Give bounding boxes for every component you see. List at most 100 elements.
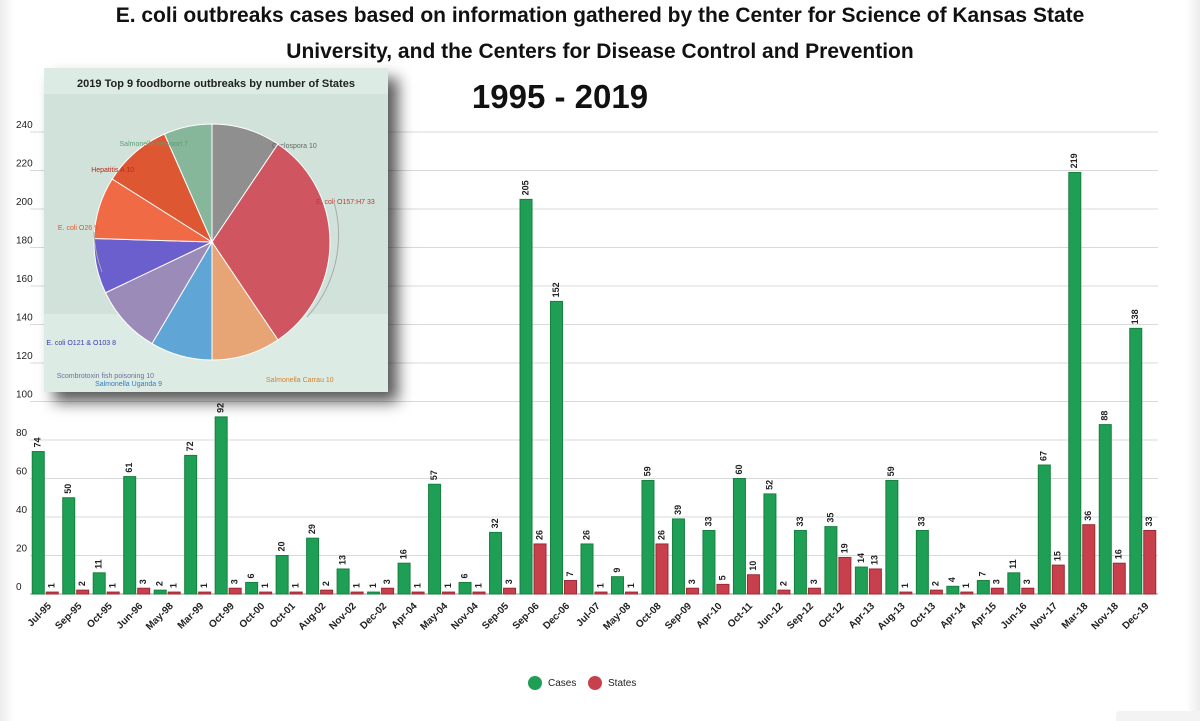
bar-states: [1112, 562, 1126, 595]
bar-cases: [153, 589, 167, 595]
y-tick-label: 220: [16, 159, 33, 170]
bar-states: [442, 591, 456, 595]
bar-states: [228, 587, 242, 595]
legend-item-states[interactable]: States: [588, 676, 636, 690]
x-tick-label: Oct-95: [85, 601, 115, 631]
data-label-states: 3: [382, 579, 392, 584]
bar-states: [1051, 564, 1065, 595]
bar-states: [594, 591, 608, 595]
x-tick-label: Oct-99: [207, 601, 237, 631]
x-tick-label: Aug-13: [876, 601, 908, 633]
bar-cases: [641, 479, 655, 595]
legend-item-cases[interactable]: Cases: [528, 676, 576, 690]
bar-cases: [1098, 424, 1112, 595]
data-label-states: 1: [900, 583, 910, 588]
y-tick-label: 160: [16, 274, 33, 285]
data-label-states: 15: [1053, 551, 1063, 561]
data-label-states: 3: [230, 579, 240, 584]
data-label-states: 1: [443, 583, 453, 588]
data-label-cases: 219: [1069, 153, 1079, 168]
bar-cases: [336, 568, 350, 595]
bar-states: [899, 591, 913, 595]
chart-title-line2: University, and the Centers for Disease …: [286, 40, 914, 63]
data-label-cases: 57: [429, 470, 439, 480]
data-label-cases: 6: [459, 573, 469, 578]
corner-tag: [1116, 711, 1200, 721]
data-label-states: 1: [473, 583, 483, 588]
legend-label-cases: Cases: [548, 677, 577, 689]
x-tick-label: Nov-18: [1090, 601, 1122, 633]
x-tick-label: May-04: [418, 601, 450, 633]
inset-pie-panel: 2019 Top 9 foodborne outbreaks by number…: [44, 68, 388, 392]
data-label-cases: 16: [398, 549, 408, 559]
x-tick-label: May-08: [601, 601, 633, 633]
data-label-states: 2: [931, 581, 941, 586]
data-label-states: 3: [138, 579, 148, 584]
bar-states: [45, 591, 59, 595]
bar-cases: [1068, 171, 1082, 595]
x-tick-label: Apr-10: [694, 601, 724, 631]
chart-title-line1: E. coli outbreaks cases based on informa…: [115, 4, 1085, 27]
x-tick-label: Oct-11: [726, 601, 756, 631]
data-label-states: 3: [1022, 579, 1032, 584]
bar-states: [655, 543, 669, 595]
bar-cases: [550, 300, 564, 595]
data-label-states: 26: [534, 530, 544, 540]
bar-cases: [306, 537, 320, 595]
data-label-cases: 14: [856, 553, 866, 563]
data-label-cases: 35: [825, 513, 835, 523]
x-tick-label: Jun-96: [115, 601, 146, 632]
pie-highlight-arc: [93, 231, 103, 273]
bar-cases: [580, 543, 594, 595]
x-tick-label: May-98: [144, 601, 176, 633]
bar-cases: [702, 529, 716, 595]
x-tick-label: Apr-04: [390, 601, 420, 631]
bar-states: [137, 587, 151, 595]
data-label-cases: 2: [155, 581, 165, 586]
data-label-cases: 6: [246, 573, 256, 578]
pie-slice-label: Cyclospora 10: [272, 143, 317, 150]
y-tick-label: 60: [16, 467, 28, 478]
x-tick-label: Oct-01: [268, 601, 298, 631]
bar-cases: [184, 454, 198, 595]
x-tick-label: Nov-17: [1029, 601, 1061, 633]
data-label-cases: 11: [94, 559, 104, 569]
data-label-cases: 26: [581, 530, 591, 540]
data-label-cases: 1: [368, 583, 378, 588]
bar-cases: [92, 572, 106, 595]
data-label-cases: 29: [307, 524, 317, 534]
pie-slice-label: Salmonella Newport 7: [120, 141, 189, 148]
bar-states: [624, 591, 638, 595]
x-tick-label: Jul-95: [26, 601, 55, 630]
x-tick-label: Oct-08: [634, 601, 664, 631]
bar-states: [807, 587, 821, 595]
data-label-states: 33: [1144, 516, 1154, 526]
bar-cases: [275, 555, 289, 595]
bar-states: [76, 589, 90, 595]
data-label-cases: 88: [1100, 411, 1110, 421]
bar-cases: [489, 531, 503, 595]
bar-cases: [732, 478, 746, 595]
bar-cases: [1007, 572, 1021, 595]
bar-cases: [824, 526, 838, 595]
data-label-states: 1: [351, 583, 361, 588]
x-tick-label: Oct-12: [817, 601, 847, 631]
legend-label-states: States: [608, 677, 637, 689]
bar-cases: [854, 566, 868, 595]
bar-states: [106, 591, 120, 595]
data-label-cases: 60: [734, 464, 744, 474]
bar-states: [960, 591, 974, 595]
bar-cases: [519, 198, 533, 595]
bar-cases: [793, 529, 807, 595]
x-tick-label: Oct-13: [908, 601, 938, 631]
bar-cases: [31, 451, 45, 595]
data-label-cases: 33: [917, 516, 927, 526]
bar-cases: [915, 529, 929, 595]
x-tick-label: Jun-12: [755, 601, 786, 632]
y-tick-label: 40: [16, 505, 28, 516]
pie-slice-label: E. coli O121 & O103 8: [46, 340, 116, 347]
y-tick-label: 80: [16, 428, 28, 439]
data-label-states: 1: [961, 583, 971, 588]
data-label-states: 1: [291, 583, 301, 588]
data-label-states: 2: [77, 581, 87, 586]
